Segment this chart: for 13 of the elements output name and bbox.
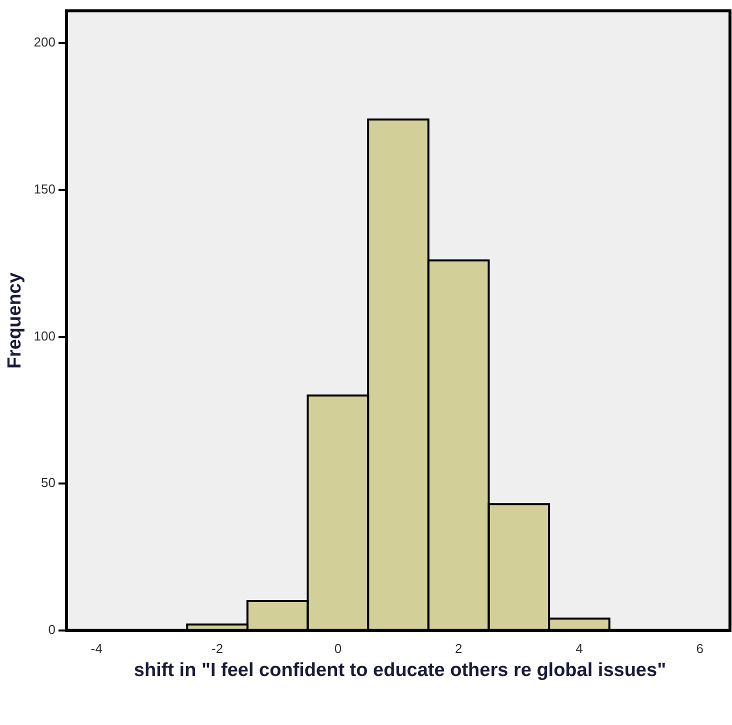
x-tick-label: 0 bbox=[334, 640, 342, 656]
y-tick-label: 100 bbox=[34, 328, 56, 344]
x-tick-label: -2 bbox=[212, 640, 224, 656]
x-tick-label: 2 bbox=[454, 640, 462, 656]
x-tick-label: -4 bbox=[90, 640, 102, 656]
y-axis-title: Frequency bbox=[4, 272, 26, 369]
y-tick-label: 50 bbox=[41, 475, 56, 490]
y-tick-label: 200 bbox=[34, 34, 56, 50]
x-tick-label: 6 bbox=[696, 640, 704, 656]
x-tick-label: 4 bbox=[576, 640, 583, 656]
x-axis-title: shift in "I feel confident to educate others re global issues" bbox=[132, 660, 668, 682]
y-tick-label: 150 bbox=[34, 182, 56, 197]
y-tick-label: 0 bbox=[48, 622, 56, 637]
